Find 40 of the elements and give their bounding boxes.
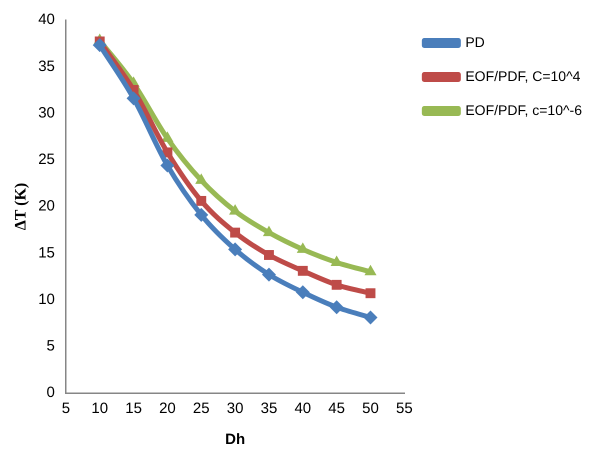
point: [126, 91, 141, 106]
y-tick-label: 35: [38, 58, 55, 75]
y-tick-label: 10: [38, 290, 55, 308]
x-tick-label: 5: [62, 400, 70, 418]
y-tick-label: 40: [38, 11, 55, 28]
y-tick-label: 5: [46, 338, 55, 355]
point: [332, 280, 342, 290]
x-tick-label: 25: [192, 400, 210, 418]
point: [366, 288, 376, 298]
legend-label: EOF/PDF, C=10^4: [465, 68, 581, 84]
point: [330, 300, 344, 314]
point: [194, 208, 208, 222]
x-tick-label: 35: [260, 400, 278, 418]
x-tick-label: 45: [328, 400, 345, 418]
y-tick-label: 0: [46, 384, 55, 402]
point: [262, 268, 276, 282]
x-tick-label: 55: [396, 400, 413, 418]
y-tick-label: 15: [38, 244, 55, 262]
x-tick-label: 50: [362, 400, 379, 418]
y-axis-title: ΔT (K): [12, 182, 30, 230]
x-tick-label: 10: [91, 400, 108, 418]
point: [160, 158, 174, 172]
point: [298, 266, 308, 276]
y-tick-label: 30: [38, 104, 55, 122]
x-axis-title: Dh: [225, 431, 246, 448]
legend-label: EOF/PDF, c=10^-6: [465, 102, 582, 118]
x-tick-label: 15: [125, 400, 142, 418]
point: [363, 310, 378, 324]
legend-label: PD: [465, 34, 485, 50]
x-tick-label: 40: [294, 400, 312, 418]
point: [92, 38, 107, 52]
x-tick-label: 30: [226, 400, 244, 418]
point: [296, 285, 310, 300]
x-tick-label: 20: [159, 400, 176, 418]
point: [230, 228, 240, 238]
y-tick-label: 20: [38, 198, 55, 215]
y-tick-label: 25: [38, 151, 55, 168]
point: [196, 196, 206, 206]
point: [264, 250, 274, 260]
point: [228, 242, 242, 256]
